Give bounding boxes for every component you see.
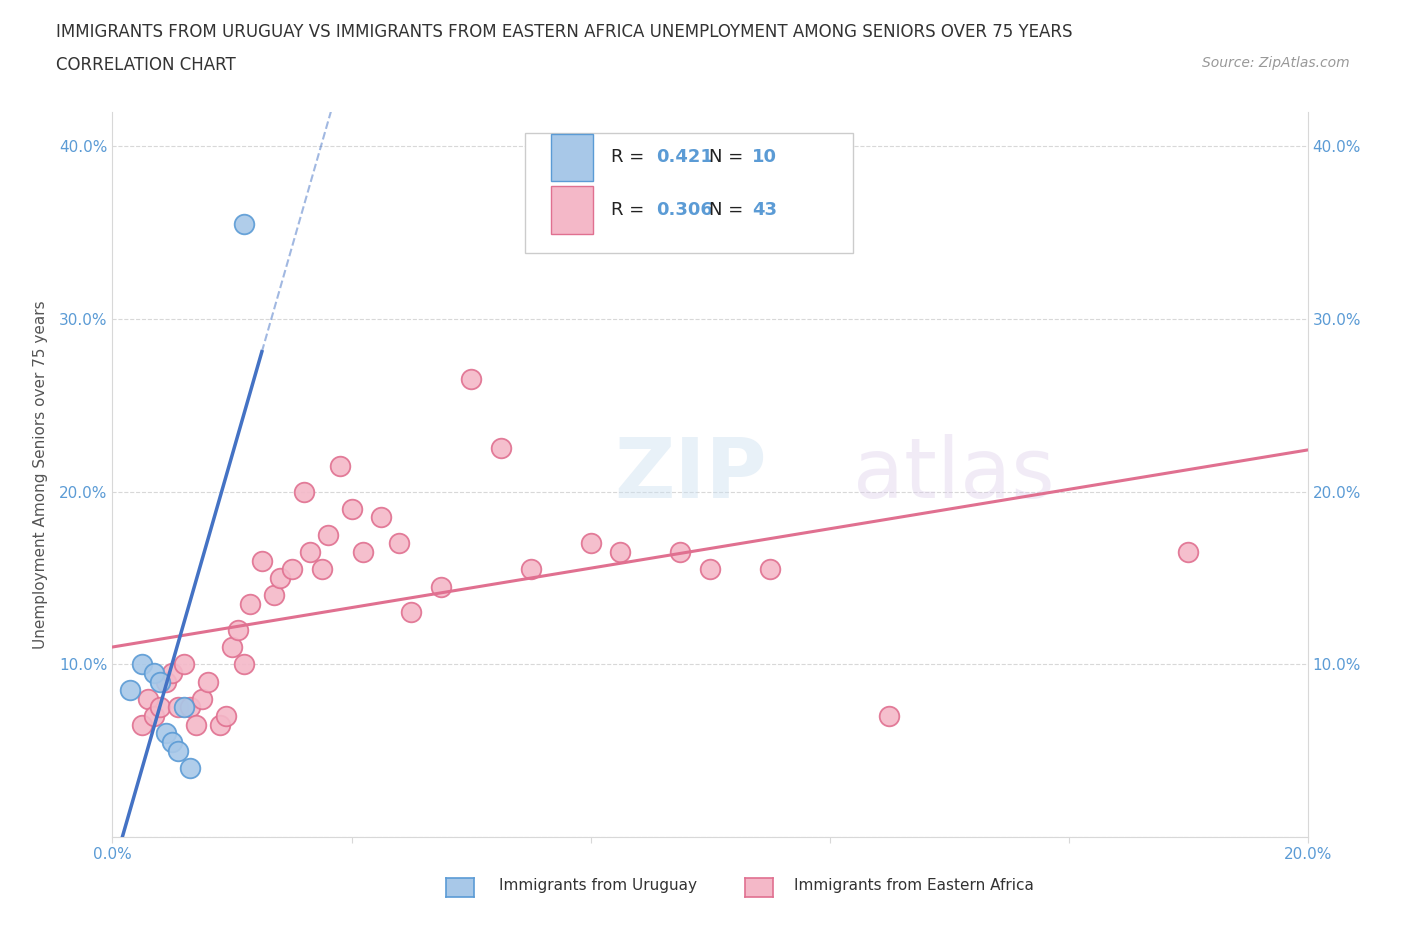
Point [460,372,482,387]
Point [1177,545,1199,560]
Point [759,562,782,577]
Point [215,709,238,724]
Point [699,562,721,577]
Text: ZIP: ZIP [614,433,766,515]
Point [162,666,183,681]
Point [609,545,631,560]
Point [197,674,219,689]
Point [179,761,201,776]
Point [149,674,172,689]
Point [173,700,195,715]
Text: 43: 43 [752,201,778,219]
Text: 0.421: 0.421 [657,148,713,166]
Text: 10: 10 [752,148,778,166]
Point [209,717,232,732]
Point [173,657,195,671]
Point [226,622,249,637]
Text: 0.306: 0.306 [657,201,713,219]
Text: atlas: atlas [853,433,1054,515]
Point [233,217,256,232]
Point [353,545,375,560]
FancyBboxPatch shape [524,133,853,253]
Point [191,691,214,706]
Point [131,717,153,732]
Y-axis label: Unemployment Among Seniors over 75 years: Unemployment Among Seniors over 75 years [32,300,48,648]
Point [143,709,166,724]
Point [179,700,201,715]
Text: R =: R = [610,201,650,219]
Text: N =: N = [709,201,749,219]
Point [155,726,177,741]
Point [155,674,177,689]
Point [340,501,363,516]
Point [120,683,142,698]
Point [239,596,262,611]
Point [186,717,208,732]
Point [370,510,392,525]
Point [879,709,901,724]
Point [669,545,692,560]
Bar [551,186,593,233]
Point [311,562,333,577]
Point [401,605,423,620]
Point [489,441,512,456]
Point [149,700,172,715]
Point [250,553,273,568]
Point [167,700,190,715]
Point [388,536,411,551]
Point [430,579,453,594]
Point [162,735,183,750]
Text: IMMIGRANTS FROM URUGUAY VS IMMIGRANTS FROM EASTERN AFRICA UNEMPLOYMENT AMONG SEN: IMMIGRANTS FROM URUGUAY VS IMMIGRANTS FR… [56,23,1073,41]
Point [520,562,543,577]
Text: Immigrants from Uruguay: Immigrants from Uruguay [499,878,697,893]
Point [281,562,304,577]
Text: Immigrants from Eastern Africa: Immigrants from Eastern Africa [794,878,1035,893]
Point [298,545,321,560]
Text: N =: N = [709,148,749,166]
Point [263,588,285,603]
Point [131,657,153,671]
Point [269,570,291,585]
Text: Source: ZipAtlas.com: Source: ZipAtlas.com [1202,56,1350,70]
Point [233,657,256,671]
Text: R =: R = [610,148,650,166]
Point [221,640,243,655]
Point [329,458,352,473]
Point [579,536,602,551]
Point [138,691,160,706]
Point [143,666,166,681]
Point [167,743,190,758]
Bar [551,134,593,181]
Point [292,485,315,499]
Text: CORRELATION CHART: CORRELATION CHART [56,56,236,73]
Point [316,527,339,542]
